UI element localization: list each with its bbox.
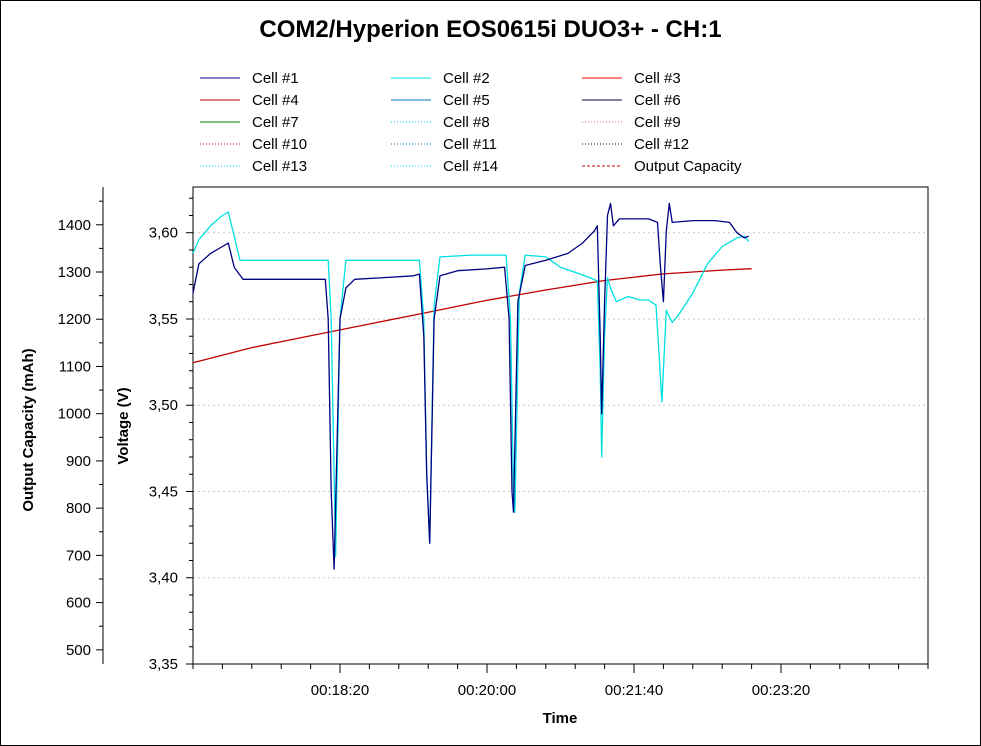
x-tick-label: 00:20:00: [458, 682, 516, 699]
legend-label: Cell #12: [634, 136, 689, 153]
y-axis-label-right: Voltage (V): [115, 387, 132, 464]
left-tick-label: 1000: [58, 406, 91, 423]
voltage-tick-label: 3,35: [149, 656, 178, 673]
left-tick-label: 600: [66, 595, 91, 612]
series-group: [192, 202, 752, 570]
voltage-axis: 3,35 3,40 3,45 3,50 3,55 3,60: [149, 197, 193, 673]
legend-label: Output Capacity: [634, 158, 742, 175]
legend-label: Cell #4: [252, 92, 299, 109]
legend: Cell #1 Cell #2 Cell #3 Cell #4 Cell #5 Cell …: [200, 70, 742, 175]
legend-label: Cell #7: [252, 114, 299, 131]
legend-label: Cell #3: [634, 70, 681, 87]
x-tick-label: 00:23:20: [752, 682, 810, 699]
legend-label: Cell #6: [634, 92, 681, 109]
left-tick-label: 500: [66, 642, 91, 659]
series-line-output-capacity: [192, 268, 752, 364]
series-line-cell-1: [192, 202, 749, 570]
left-tick-label: 1300: [58, 264, 91, 281]
left-tick-label: 1100: [59, 358, 91, 375]
legend-label: Cell #8: [443, 114, 490, 131]
plot-area: [192, 186, 929, 665]
voltage-tick-label: 3,55: [149, 311, 178, 328]
x-tick-label: 00:21:40: [605, 682, 663, 699]
left-tick-label: 900: [66, 453, 91, 470]
x-tick-label: 00:18:20: [311, 682, 369, 699]
left-tick-label: 700: [66, 547, 91, 564]
left-tick-label: 800: [66, 500, 91, 517]
left-axis: 500 600 700 800 900 1000 1100 1200 1300 1400: [58, 187, 104, 664]
legend-label: Cell #1: [252, 70, 299, 87]
x-axis: 00:18:20 00:20:00 00:21:40 00:23:20: [192, 664, 929, 699]
left-tick-label: 1400: [58, 217, 91, 234]
gridlines: [193, 232, 928, 579]
voltage-tick-label: 3,60: [149, 225, 178, 242]
chart-title: COM2/Hyperion EOS0615i DUO3+ - CH:1: [259, 16, 722, 43]
legend-label: Cell #5: [443, 92, 490, 109]
y-axis-label-left: Output Capacity (mAh): [20, 348, 37, 511]
legend-label: Cell #11: [443, 136, 497, 153]
left-tick-label: 1200: [58, 311, 91, 328]
voltage-tick-label: 3,50: [149, 397, 178, 414]
legend-label: Cell #14: [443, 158, 498, 175]
voltage-tick-label: 3,40: [149, 570, 178, 587]
legend-label: Cell #10: [252, 136, 307, 153]
legend-label: Cell #13: [252, 158, 307, 175]
legend-label: Cell #2: [443, 70, 490, 87]
x-axis-label: Time: [543, 710, 578, 727]
voltage-tick-label: 3,45: [149, 483, 178, 500]
legend-label: Cell #9: [634, 114, 681, 131]
